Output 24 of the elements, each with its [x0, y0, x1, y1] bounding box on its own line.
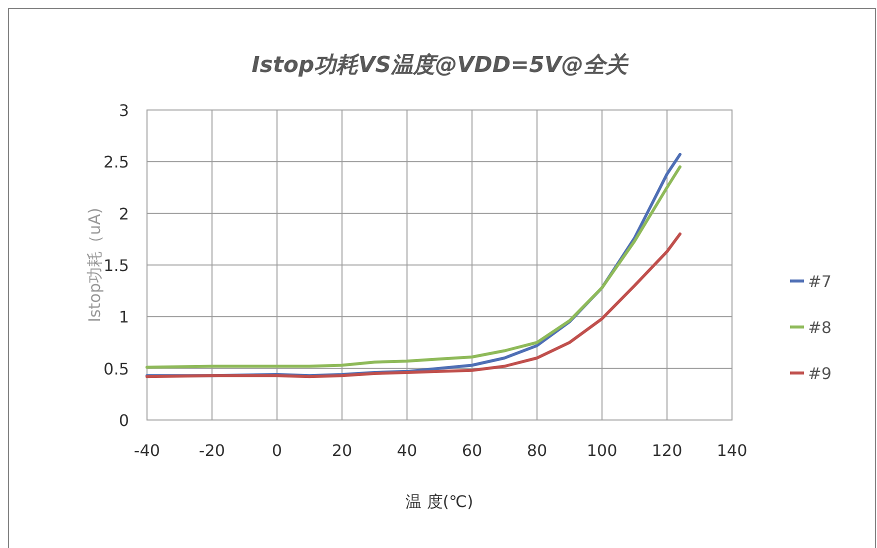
x-tick-label: 0: [272, 441, 282, 460]
x-tick-label: 80: [526, 441, 548, 460]
y-tick-label: 1.5: [104, 256, 129, 275]
x-tick-label: 120: [652, 441, 682, 460]
y-tick-label: 2.5: [104, 152, 129, 172]
legend-label: #7: [808, 272, 832, 291]
legend-label: #8: [808, 318, 832, 337]
y-tick-label: 0: [118, 411, 129, 430]
chart-title: Istop功耗VS温度@VDD=5V@全关: [252, 52, 630, 78]
x-axis-title: 温 度(℃): [406, 492, 474, 511]
x-tick-label: -20: [198, 441, 226, 460]
x-tick-label: 100: [586, 441, 618, 460]
y-tick-label: 0.5: [104, 359, 129, 378]
x-tick-label: 40: [396, 441, 418, 460]
x-tick-label: -40: [134, 441, 160, 460]
x-tick-label: 20: [332, 441, 352, 460]
y-tick-label: 2: [118, 204, 129, 224]
y-tick-label: 3: [118, 101, 129, 120]
x-tick-label: 140: [716, 441, 748, 460]
x-tick-label: 60: [462, 441, 482, 460]
y-tick-label: 1: [118, 308, 129, 327]
line-series: [146, 232, 682, 378]
y-axis-title: Istop功耗（uA): [85, 208, 104, 322]
legend-label: #9: [808, 364, 832, 383]
